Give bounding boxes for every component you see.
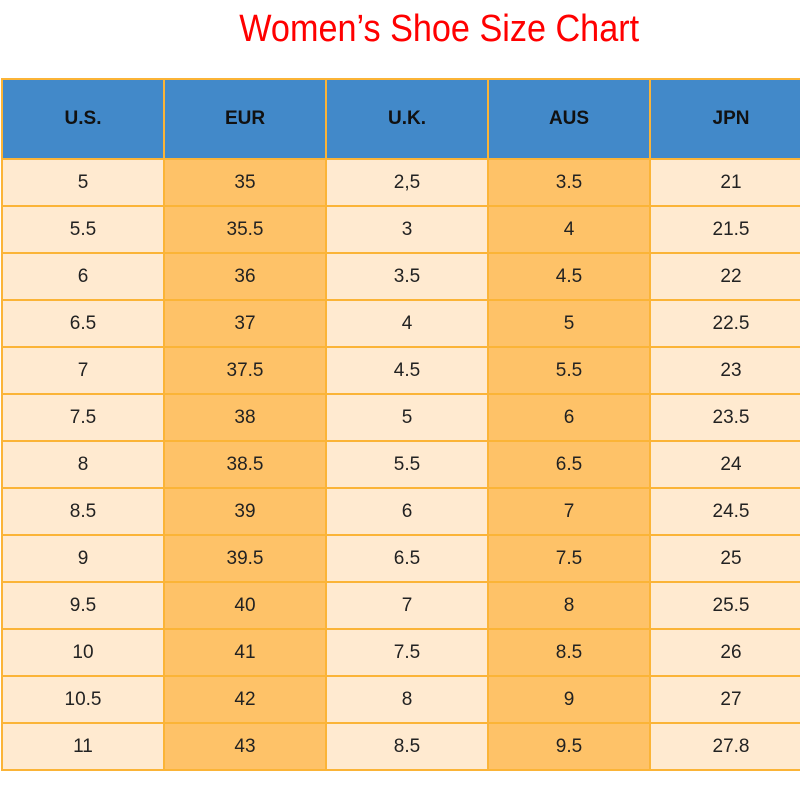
cell-uk: 6.5: [325, 534, 489, 583]
cell-uk: 2,5: [325, 158, 489, 207]
cell-aus: 9.5: [487, 722, 651, 771]
cell-us: 6.5: [1, 299, 165, 348]
cell-eur: 38.5: [163, 440, 327, 489]
cell-us: 7: [1, 346, 165, 395]
table-row: 5 35 2,5 3.5 21: [1, 158, 800, 207]
cell-us: 8: [1, 440, 165, 489]
cell-us: 10: [1, 628, 165, 677]
cell-eur: 40: [163, 581, 327, 630]
cell-aus: 4.5: [487, 252, 651, 301]
header-us: U.S.: [1, 78, 165, 160]
cell-uk: 8: [325, 675, 489, 724]
cell-us: 6: [1, 252, 165, 301]
table-row: 11 43 8.5 9.5 27.8: [1, 722, 800, 771]
cell-us: 9.5: [1, 581, 165, 630]
cell-us: 5: [1, 158, 165, 207]
cell-eur: 39: [163, 487, 327, 536]
cell-aus: 3.5: [487, 158, 651, 207]
cell-eur: 38: [163, 393, 327, 442]
cell-uk: 5: [325, 393, 489, 442]
cell-jpn: 24.5: [649, 487, 800, 536]
cell-jpn: 21: [649, 158, 800, 207]
table-row: 8 38.5 5.5 6.5 24: [1, 440, 800, 489]
cell-jpn: 24: [649, 440, 800, 489]
cell-us: 5.5: [1, 205, 165, 254]
cell-aus: 7: [487, 487, 651, 536]
cell-eur: 39.5: [163, 534, 327, 583]
header-jpn: JPN: [649, 78, 800, 160]
cell-uk: 3: [325, 205, 489, 254]
table-row: 10 41 7.5 8.5 26: [1, 628, 800, 677]
cell-us: 10.5: [1, 675, 165, 724]
cell-eur: 36: [163, 252, 327, 301]
cell-eur: 41: [163, 628, 327, 677]
cell-us: 8.5: [1, 487, 165, 536]
cell-uk: 4: [325, 299, 489, 348]
cell-uk: 7: [325, 581, 489, 630]
cell-uk: 4.5: [325, 346, 489, 395]
cell-us: 7.5: [1, 393, 165, 442]
header-eur: EUR: [163, 78, 327, 160]
table-row: 5.5 35.5 3 4 21.5: [1, 205, 800, 254]
cell-jpn: 23.5: [649, 393, 800, 442]
cell-aus: 5.5: [487, 346, 651, 395]
cell-jpn: 25: [649, 534, 800, 583]
cell-uk: 5.5: [325, 440, 489, 489]
table-row: 10.5 42 8 9 27: [1, 675, 800, 724]
header-aus: AUS: [487, 78, 651, 160]
cell-aus: 9: [487, 675, 651, 724]
header-row: U.S. EUR U.K. AUS JPN: [1, 78, 800, 160]
cell-aus: 6: [487, 393, 651, 442]
cell-jpn: 23: [649, 346, 800, 395]
table-body: 5 35 2,5 3.5 21 5.5 35.5 3 4 21.5 6 36 3.5 4.5 22 6.5 37…: [1, 158, 800, 771]
cell-uk: 8.5: [325, 722, 489, 771]
table-row: 6 36 3.5 4.5 22: [1, 252, 800, 301]
page-title: Women’s Shoe Size Chart: [239, 8, 640, 50]
cell-aus: 6.5: [487, 440, 651, 489]
cell-aus: 8.5: [487, 628, 651, 677]
cell-aus: 5: [487, 299, 651, 348]
cell-jpn: 22: [649, 252, 800, 301]
table-row: 9 39.5 6.5 7.5 25: [1, 534, 800, 583]
cell-uk: 7.5: [325, 628, 489, 677]
cell-jpn: 22.5: [649, 299, 800, 348]
cell-eur: 37.5: [163, 346, 327, 395]
cell-uk: 6: [325, 487, 489, 536]
cell-aus: 4: [487, 205, 651, 254]
cell-jpn: 26: [649, 628, 800, 677]
table-row: 8.5 39 6 7 24.5: [1, 487, 800, 536]
cell-jpn: 27: [649, 675, 800, 724]
cell-jpn: 25.5: [649, 581, 800, 630]
table-row: 7.5 38 5 6 23.5: [1, 393, 800, 442]
table-row: 6.5 37 4 5 22.5: [1, 299, 800, 348]
cell-aus: 8: [487, 581, 651, 630]
header-uk: U.K.: [325, 78, 489, 160]
table-row: 7 37.5 4.5 5.5 23: [1, 346, 800, 395]
table-row: 9.5 40 7 8 25.5: [1, 581, 800, 630]
cell-eur: 35.5: [163, 205, 327, 254]
cell-us: 9: [1, 534, 165, 583]
cell-jpn: 27.8: [649, 722, 800, 771]
table-header: U.S. EUR U.K. AUS JPN: [1, 78, 800, 160]
cell-aus: 7.5: [487, 534, 651, 583]
cell-eur: 37: [163, 299, 327, 348]
size-chart-table: U.S. EUR U.K. AUS JPN 5 35 2,5 3.5 21 5.5 35.5…: [1, 78, 800, 771]
cell-jpn: 21.5: [649, 205, 800, 254]
cell-uk: 3.5: [325, 252, 489, 301]
cell-eur: 35: [163, 158, 327, 207]
cell-eur: 42: [163, 675, 327, 724]
cell-us: 11: [1, 722, 165, 771]
cell-eur: 43: [163, 722, 327, 771]
